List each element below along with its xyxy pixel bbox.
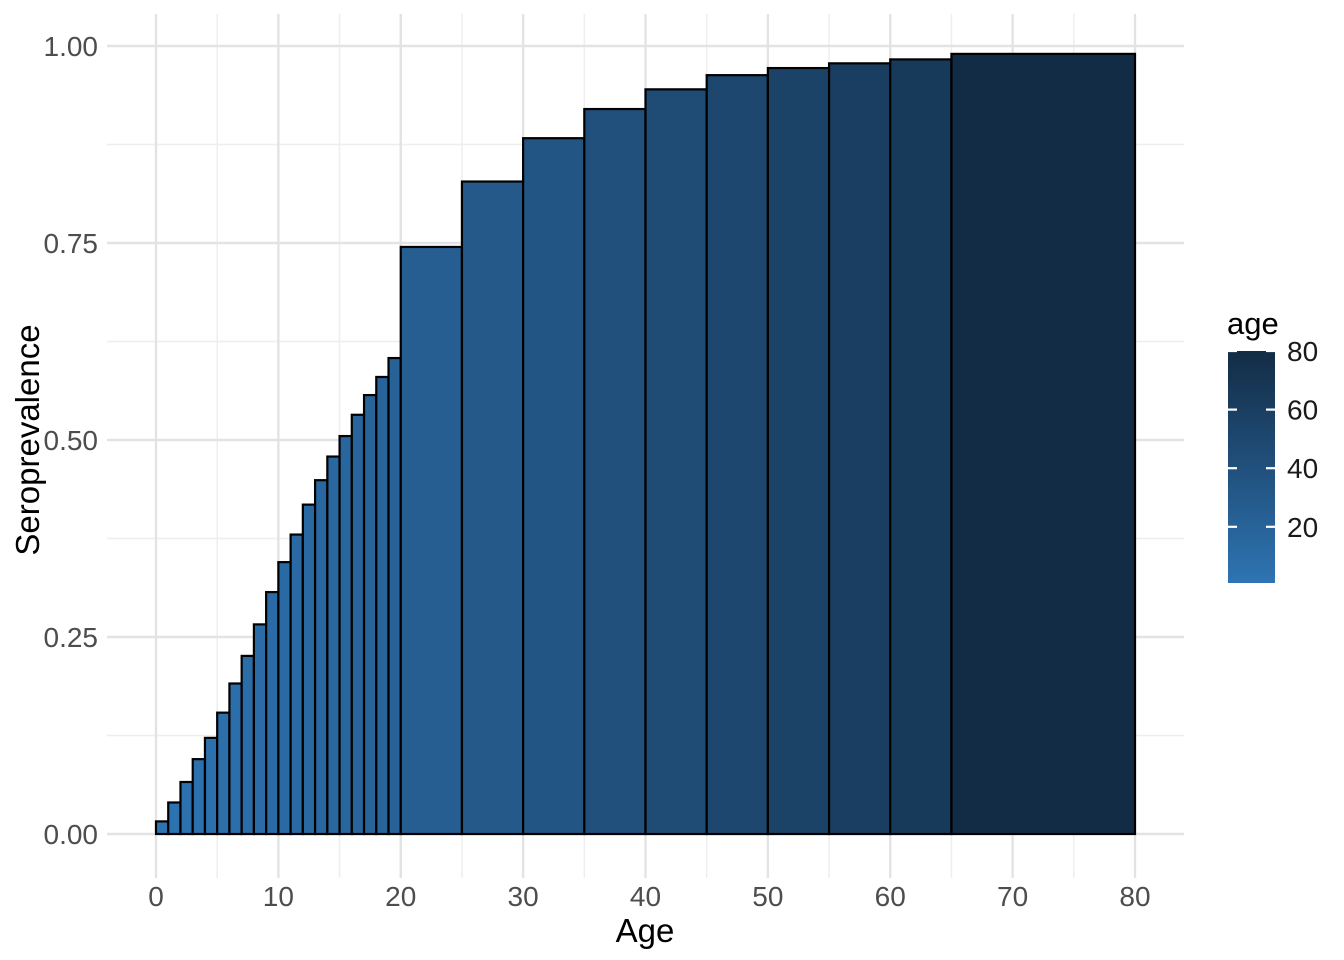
seroprevalence-bar [705, 74, 769, 836]
x-tick-label: 30 [508, 881, 539, 912]
legend-tick-label: 60 [1287, 395, 1318, 426]
seroprevalence-bar [216, 711, 231, 836]
seroprevalence-bar [203, 736, 219, 836]
x-tick-label: 50 [752, 881, 783, 912]
seroprevalence-bar [387, 356, 402, 836]
seroprevalence-bar [889, 58, 953, 836]
seroprevalence-bar [326, 455, 341, 836]
seroprevalence-bar [179, 780, 194, 836]
x-tick-label: 10 [263, 881, 294, 912]
y-axis-title: Seroprevalence [9, 324, 46, 556]
seroprevalence-bar [167, 801, 182, 836]
y-tick-label: 0.75 [44, 228, 99, 259]
seroprevalence-bar [950, 52, 1137, 836]
seroprevalence-bar [644, 88, 708, 836]
seroprevalence-bar [766, 66, 831, 836]
legend-tick-label: 20 [1287, 512, 1318, 543]
y-tick-label: 1.00 [44, 31, 99, 62]
seroprevalence-bar [362, 393, 378, 836]
x-axis-title: Age [615, 912, 675, 949]
legend-tick-label: 40 [1287, 453, 1318, 484]
seroprevalence-bar [154, 820, 170, 836]
seroprevalence-bar [375, 375, 390, 836]
seroprevalence-bar [313, 479, 329, 836]
seroprevalence-bar [460, 180, 525, 836]
seroprevalence-bar [191, 758, 207, 836]
x-tick-label: 40 [630, 881, 661, 912]
legend-tick-label: 80 [1287, 336, 1318, 367]
y-tick-label: 0.00 [44, 819, 99, 850]
legend-title: age [1227, 306, 1279, 341]
seroprevalence-bar [289, 533, 304, 836]
x-tick-label: 70 [997, 881, 1028, 912]
seroprevalence-bar [522, 137, 586, 836]
seroprevalence-bar [399, 245, 464, 836]
seroprevalence-bar [350, 413, 366, 836]
x-tick-label: 60 [875, 881, 906, 912]
seroprevalence-bar [240, 654, 256, 836]
seroprevalence-bar [252, 623, 268, 836]
seroprevalence-bar [583, 107, 647, 836]
x-tick-label: 20 [385, 881, 416, 912]
y-tick-label: 0.25 [44, 622, 99, 653]
x-tick-label: 0 [148, 881, 164, 912]
seroprevalence-bar [301, 503, 317, 836]
y-tick-label: 0.50 [44, 425, 99, 456]
seroprevalence-bar [265, 590, 280, 836]
seroprevalence-bar [827, 62, 892, 836]
x-tick-label: 80 [1119, 881, 1150, 912]
seroprevalence-bar [338, 434, 353, 836]
legend-colorbar [1228, 351, 1275, 583]
seroprevalence-bar [277, 561, 292, 836]
seroprevalence-bar [228, 682, 243, 836]
